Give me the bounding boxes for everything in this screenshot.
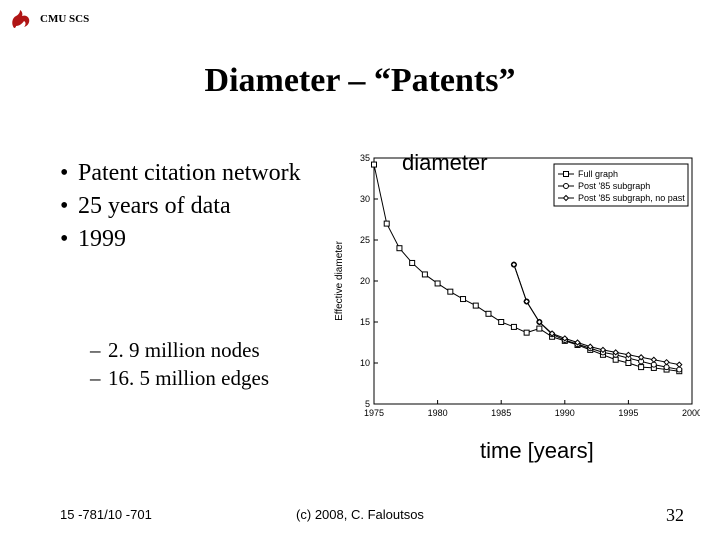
bullet-list: • Patent citation network • 25 years of … — [60, 158, 330, 258]
slide-title: Diameter – “Patents” — [0, 62, 720, 100]
slide-header: CMU SCS — [8, 6, 89, 32]
svg-text:1985: 1985 — [491, 408, 511, 418]
diameter-chart: 5101520253035197519801985199019952000Eff… — [330, 150, 700, 430]
dash-marker-icon: – — [90, 364, 108, 392]
sub-bullet-item: – 2. 9 million nodes — [90, 336, 269, 364]
sub-bullet-list: – 2. 9 million nodes – 16. 5 million edg… — [90, 336, 269, 393]
bullet-marker-icon: • — [60, 158, 78, 189]
svg-text:Post '85 subgraph: Post '85 subgraph — [578, 181, 650, 191]
bullet-text: Patent citation network — [78, 158, 301, 189]
sub-bullet-text: 16. 5 million edges — [108, 364, 269, 392]
bullet-item: • 1999 — [60, 224, 330, 255]
chart-x-overlay-label: time [years] — [480, 438, 594, 464]
svg-text:Post '85 subgraph, no past: Post '85 subgraph, no past — [578, 193, 685, 203]
cmu-logo-icon — [8, 6, 34, 32]
chart-y-overlay-label: diameter — [402, 150, 488, 176]
bullet-item: • 25 years of data — [60, 191, 330, 222]
dash-marker-icon: – — [90, 336, 108, 364]
svg-text:25: 25 — [360, 235, 370, 245]
svg-text:1980: 1980 — [428, 408, 448, 418]
svg-text:Effective diameter: Effective diameter — [334, 240, 345, 321]
svg-text:20: 20 — [360, 276, 370, 286]
bullet-marker-icon: • — [60, 224, 78, 255]
footer-page-number: 32 — [666, 505, 684, 526]
svg-text:Full graph: Full graph — [578, 169, 618, 179]
svg-text:30: 30 — [360, 194, 370, 204]
sub-bullet-text: 2. 9 million nodes — [108, 336, 260, 364]
svg-text:2000: 2000 — [682, 408, 700, 418]
bullet-marker-icon: • — [60, 191, 78, 222]
footer-copyright: (c) 2008, C. Faloutsos — [0, 507, 720, 522]
bullet-text: 1999 — [78, 224, 126, 255]
bullet-text: 25 years of data — [78, 191, 231, 222]
bullet-item: • Patent citation network — [60, 158, 330, 189]
svg-text:35: 35 — [360, 153, 370, 163]
header-label: CMU SCS — [40, 13, 89, 25]
sub-bullet-item: – 16. 5 million edges — [90, 364, 269, 392]
svg-text:1990: 1990 — [555, 408, 575, 418]
svg-text:1995: 1995 — [618, 408, 638, 418]
svg-text:15: 15 — [360, 317, 370, 327]
svg-text:10: 10 — [360, 358, 370, 368]
svg-text:1975: 1975 — [364, 408, 384, 418]
